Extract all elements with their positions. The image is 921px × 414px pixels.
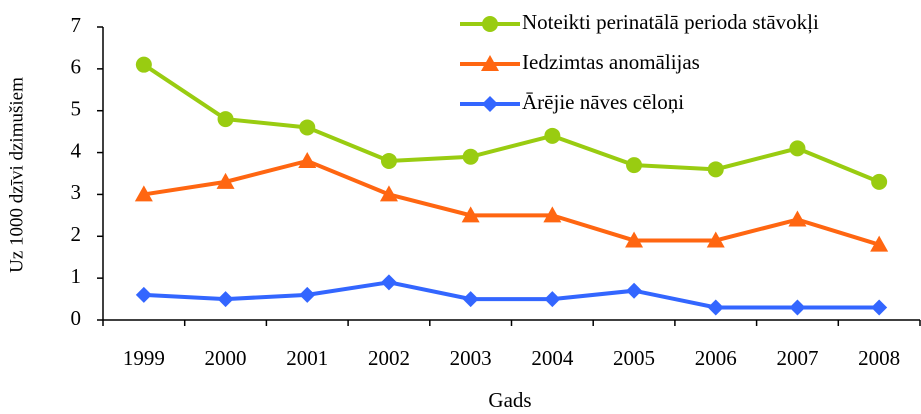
marker: [379, 185, 398, 202]
x-tick-label: 2008: [858, 346, 900, 370]
x-tick-label: 2002: [368, 346, 410, 370]
line: [143, 280, 880, 310]
marker: [380, 274, 397, 291]
marker: [462, 148, 479, 165]
legend-label: Iedzimtas anomālijas: [522, 50, 700, 74]
marker: [482, 96, 498, 112]
y-tick-label: 1: [71, 264, 82, 288]
marker: [299, 286, 316, 303]
marker: [481, 55, 499, 71]
legend-label: Noteikti perinatālā perioda stāvokļi: [522, 10, 819, 34]
marker: [380, 152, 397, 169]
line: [142, 63, 880, 184]
marker: [707, 299, 724, 316]
marker: [216, 172, 235, 189]
y-tick-label: 0: [71, 306, 82, 330]
y-tick-label: 5: [71, 97, 82, 121]
marker: [217, 111, 234, 128]
marker: [626, 157, 643, 174]
x-tick-label: 2004: [531, 346, 574, 370]
marker: [871, 299, 888, 316]
marker: [482, 16, 498, 32]
x-tick-label: 2007: [776, 346, 818, 370]
marker: [871, 173, 888, 190]
marker: [625, 231, 644, 248]
y-tick-label: 4: [71, 138, 82, 162]
y-axis-label: Uz 1000 dzīvi dzimušiem: [6, 77, 27, 273]
x-axis-label: Gads: [488, 388, 531, 412]
marker: [788, 210, 807, 227]
marker: [135, 56, 152, 73]
y-tick-label: 7: [71, 13, 82, 37]
marker: [217, 291, 234, 308]
marker: [707, 161, 724, 178]
line: [143, 158, 880, 247]
marker: [544, 291, 561, 308]
y-tick-label: 6: [71, 55, 82, 79]
x-tick-label: 2001: [286, 346, 328, 370]
marker: [135, 286, 152, 303]
marker: [789, 299, 806, 316]
marker: [134, 185, 153, 202]
marker: [298, 151, 317, 168]
y-tick-label: 3: [71, 180, 82, 204]
x-tick-label: 2000: [205, 346, 247, 370]
marker: [544, 127, 561, 144]
marker: [789, 140, 806, 157]
x-tick-label: 2005: [613, 346, 655, 370]
x-tick-label: 2006: [695, 346, 737, 370]
x-tick-label: 2003: [450, 346, 492, 370]
marker: [706, 231, 725, 248]
marker: [870, 235, 889, 252]
legend-label: Ārējie nāves cēloņi: [522, 90, 684, 114]
marker: [461, 206, 480, 223]
marker: [462, 291, 479, 308]
y-tick-label: 2: [71, 222, 82, 246]
marker: [626, 282, 643, 299]
marker: [543, 206, 562, 223]
marker: [299, 119, 316, 136]
x-tick-label: 1999: [123, 346, 165, 370]
